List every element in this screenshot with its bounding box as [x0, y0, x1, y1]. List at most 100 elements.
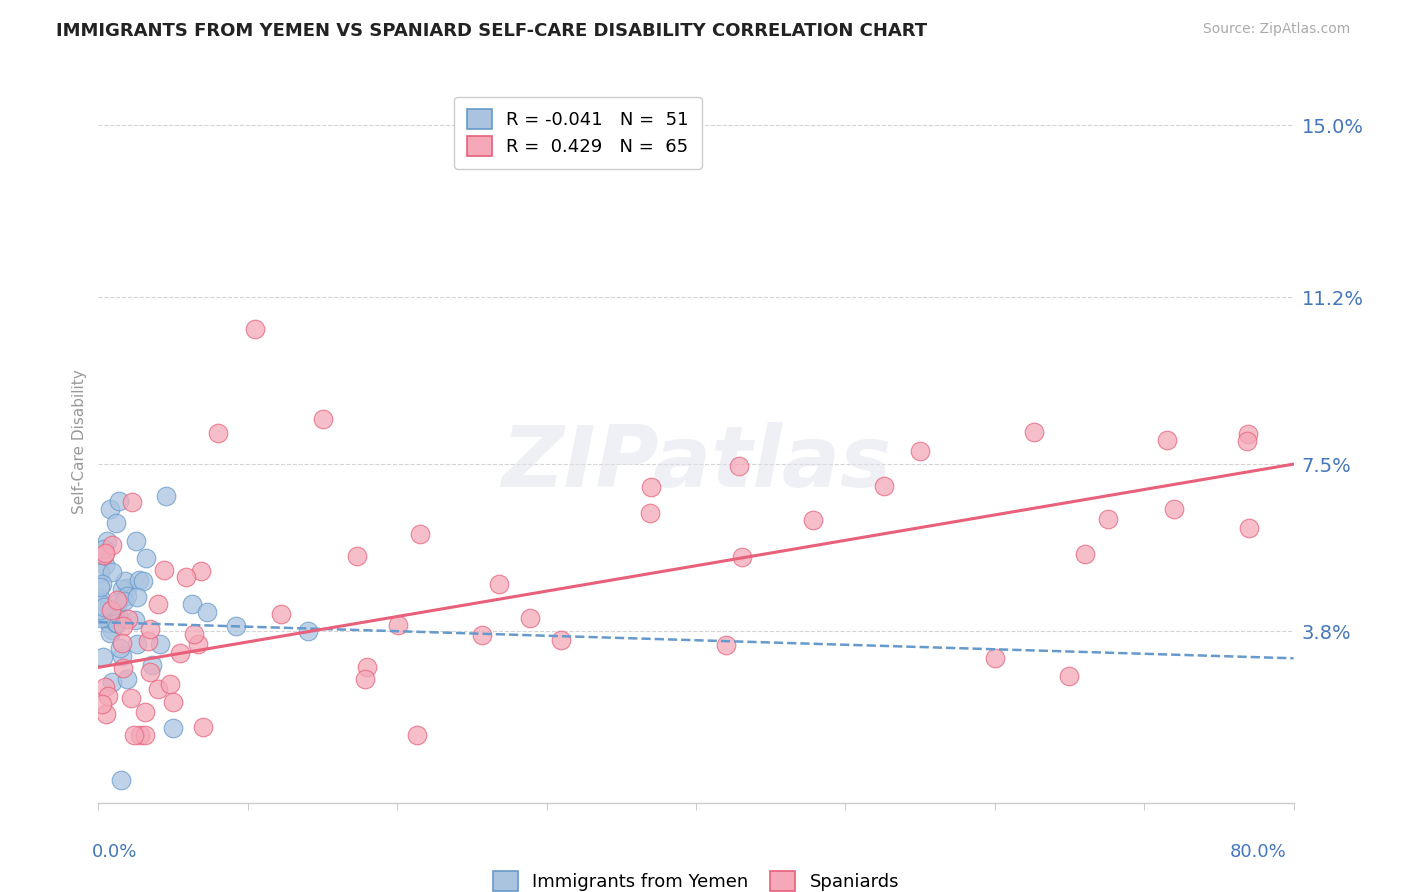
Point — [356, 660, 378, 674]
Point — [387, 618, 409, 632]
Point — [180, 598, 202, 612]
Point — [96, 611, 118, 625]
Point — [225, 619, 247, 633]
Point — [155, 489, 177, 503]
Point — [638, 506, 661, 520]
Point — [187, 637, 209, 651]
Point — [90, 611, 112, 625]
Point — [1097, 511, 1119, 525]
Point — [191, 720, 214, 734]
Point — [104, 605, 127, 619]
Point — [132, 574, 155, 588]
Point — [872, 479, 894, 493]
Point — [124, 613, 146, 627]
Point — [297, 624, 319, 639]
Point — [153, 563, 176, 577]
Text: 0.0%: 0.0% — [91, 843, 136, 861]
Point — [112, 594, 135, 608]
Point — [89, 603, 111, 617]
Point — [125, 637, 148, 651]
Point — [115, 673, 138, 687]
Point — [129, 728, 152, 742]
Point — [93, 600, 115, 615]
Point — [107, 494, 129, 508]
Point — [94, 546, 117, 560]
Point — [121, 495, 143, 509]
Point — [100, 603, 122, 617]
Y-axis label: Self-Care Disability: Self-Care Disability — [72, 369, 87, 514]
Point — [1074, 547, 1097, 561]
Point — [111, 636, 134, 650]
Point — [245, 321, 267, 335]
Point — [550, 633, 572, 648]
Point — [114, 574, 136, 588]
Text: 80.0%: 80.0% — [1230, 843, 1286, 861]
Point — [408, 527, 430, 541]
Point — [984, 651, 1007, 665]
Point — [94, 680, 117, 694]
Point — [135, 550, 157, 565]
Point — [89, 566, 111, 581]
Point — [162, 695, 184, 709]
Point — [94, 706, 117, 721]
Point — [105, 593, 128, 607]
Point — [141, 657, 163, 672]
Point — [128, 574, 150, 588]
Point — [110, 773, 132, 788]
Point — [1237, 521, 1260, 535]
Point — [138, 665, 160, 679]
Point — [183, 626, 205, 640]
Point — [93, 541, 115, 556]
Point — [107, 608, 129, 623]
Text: IMMIGRANTS FROM YEMEN VS SPANIARD SELF-CARE DISABILITY CORRELATION CHART: IMMIGRANTS FROM YEMEN VS SPANIARD SELF-C… — [56, 22, 928, 40]
Point — [146, 597, 169, 611]
Point — [101, 538, 124, 552]
Point — [90, 577, 112, 591]
Point — [91, 650, 114, 665]
Point — [91, 608, 114, 623]
Point — [136, 633, 159, 648]
Point — [111, 619, 134, 633]
Point — [148, 682, 170, 697]
Point — [101, 674, 124, 689]
Point — [125, 591, 148, 605]
Point — [1236, 434, 1258, 449]
Point — [94, 558, 117, 573]
Point — [93, 548, 115, 562]
Point — [111, 582, 134, 597]
Point — [1163, 502, 1185, 516]
Point — [406, 728, 429, 742]
Point — [111, 649, 134, 664]
Point — [801, 513, 824, 527]
Point — [1024, 425, 1046, 440]
Point — [112, 661, 135, 675]
Point — [354, 672, 377, 686]
Point — [98, 615, 121, 630]
Point — [96, 534, 118, 549]
Point — [107, 595, 129, 609]
Point — [90, 597, 112, 611]
Point — [195, 606, 218, 620]
Point — [488, 577, 510, 591]
Text: Source: ZipAtlas.com: Source: ZipAtlas.com — [1202, 22, 1350, 37]
Point — [105, 516, 128, 530]
Point — [149, 637, 172, 651]
Text: ZIPatlas: ZIPatlas — [501, 422, 891, 505]
Point — [471, 628, 494, 642]
Point — [519, 611, 541, 625]
Point — [162, 721, 184, 735]
Point — [98, 626, 121, 640]
Point — [311, 412, 333, 426]
Point — [125, 533, 148, 548]
Point — [105, 615, 128, 630]
Point — [714, 638, 737, 652]
Point — [190, 564, 212, 578]
Point — [91, 698, 114, 712]
Legend: Immigrants from Yemen, Spaniards: Immigrants from Yemen, Spaniards — [479, 859, 912, 892]
Point — [139, 623, 162, 637]
Point — [110, 640, 132, 655]
Point — [101, 623, 124, 637]
Point — [134, 706, 156, 720]
Point — [115, 581, 138, 595]
Point — [174, 569, 197, 583]
